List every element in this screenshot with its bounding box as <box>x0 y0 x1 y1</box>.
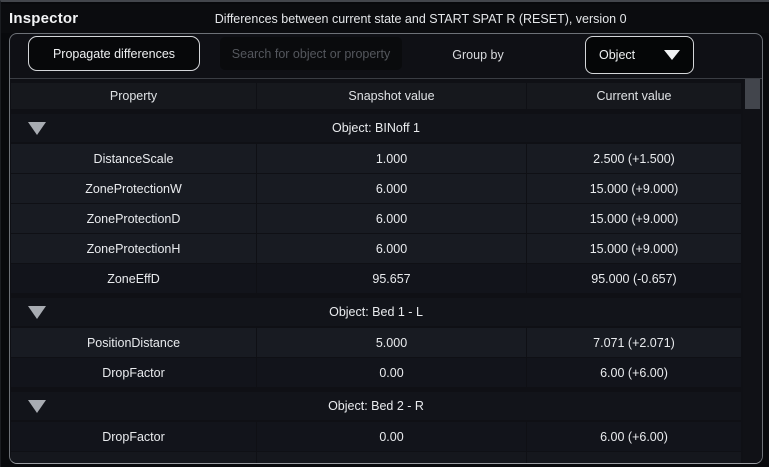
cell-snapshot: 6.000 <box>257 234 526 263</box>
scrollbar-thumb[interactable] <box>745 79 760 109</box>
table-header: Property Snapshot value Current value <box>11 83 741 109</box>
group-row[interactable]: Object: Bed 1 - L <box>11 298 741 326</box>
cell-property: ZoneProtectionW <box>11 174 256 203</box>
cell-property: PositionDistance <box>11 328 256 357</box>
group-by-label: Group by <box>452 47 504 62</box>
object-section: Object: BINoff 1 DistanceScale 1.000 2.500 … <box>10 114 762 293</box>
toolbar: Propagate differences Group by Object <box>10 34 762 79</box>
group-row[interactable]: Object: Bed 2 - R <box>11 392 741 420</box>
cell-current: 6.00 (+6.00) <box>527 422 741 451</box>
collapse-triangle-icon[interactable] <box>28 121 46 135</box>
table-row[interactable]: ZoneProtectionH 6.000 15.000 (+9.000) <box>11 234 741 263</box>
cell-current: 7.071 (+2.071) <box>527 328 741 357</box>
cell-property: ZoneProtectionH <box>11 234 256 263</box>
column-header-snapshot-value[interactable]: Snapshot value <box>257 83 526 109</box>
table-row[interactable]: PositionDistance 5.000 7.071 (+2.071) <box>11 328 741 357</box>
cell-snapshot: 95.657 <box>257 264 526 293</box>
group-label: Object: Bed 2 - R <box>328 399 424 413</box>
cell-current: 6.00 (+6.00) <box>527 358 741 387</box>
group-row[interactable]: Object: BINoff 1 <box>11 114 741 142</box>
table-row[interactable]: ZoneProtectionW 6.000 15.000 (+9.000) <box>11 174 741 203</box>
cell-snapshot: 6.000 <box>257 204 526 233</box>
cell-current: 15.000 (+9.000) <box>527 234 741 263</box>
table-body: Object: BINoff 1 DistanceScale 1.000 2.500 … <box>10 114 762 451</box>
table-row-partial <box>11 452 741 463</box>
cell-snapshot: 0.00 <box>257 422 526 451</box>
chevron-down-icon <box>664 50 680 60</box>
cell-current: 15.000 (+9.000) <box>527 174 741 203</box>
search-input[interactable] <box>220 37 402 70</box>
group-by-dropdown[interactable]: Object <box>585 36 694 74</box>
cell-current: 2.500 (+1.500) <box>527 144 741 173</box>
table-row[interactable]: ZoneEffD 95.657 95.000 (-0.657) <box>11 264 741 293</box>
group-label: Object: BINoff 1 <box>331 121 420 135</box>
table-row[interactable]: DropFactor 0.00 6.00 (+6.00) <box>11 422 741 451</box>
cell-snapshot: 6.000 <box>257 174 526 203</box>
cell-property: ZoneEffD <box>11 264 256 293</box>
cell-property: DistanceScale <box>11 144 256 173</box>
cell-snapshot: 1.000 <box>257 144 526 173</box>
table-row[interactable]: DropFactor 0.00 6.00 (+6.00) <box>11 358 741 387</box>
cell-current: 15.000 (+9.000) <box>527 204 741 233</box>
column-header-current-value[interactable]: Current value <box>527 83 741 109</box>
cell-property: ZoneProtectionD <box>11 204 256 233</box>
table-row[interactable]: DistanceScale 1.000 2.500 (+1.500) <box>11 144 741 173</box>
object-section: Object: Bed 2 - R DropFactor 0.00 6.00 (+6.… <box>10 392 762 451</box>
scrollbar[interactable] <box>743 79 762 463</box>
cell-property: DropFactor <box>11 422 256 451</box>
group-label: Object: Bed 1 - L <box>329 305 423 319</box>
collapse-triangle-icon[interactable] <box>28 399 46 413</box>
cell-snapshot: 5.000 <box>257 328 526 357</box>
cell-current: 95.000 (-0.657) <box>527 264 741 293</box>
propagate-differences-button[interactable]: Propagate differences <box>28 36 200 71</box>
page-title: Inspector <box>9 10 79 27</box>
cell-property: DropFactor <box>11 358 256 387</box>
table-row[interactable]: ZoneProtectionD 6.000 15.000 (+9.000) <box>11 204 741 233</box>
inspector-panel: Propagate differences Group by Object Pr… <box>9 33 763 464</box>
collapse-triangle-icon[interactable] <box>28 305 46 319</box>
titlebar: Inspector Differences between current st… <box>1 4 769 33</box>
comparison-description: Differences between current state and ST… <box>214 11 627 26</box>
group-by-selected-value: Object <box>599 48 636 62</box>
cell-snapshot: 0.00 <box>257 358 526 387</box>
object-section: Object: Bed 1 - L PositionDistance 5.000 7.… <box>10 298 762 387</box>
column-header-property[interactable]: Property <box>11 83 256 109</box>
